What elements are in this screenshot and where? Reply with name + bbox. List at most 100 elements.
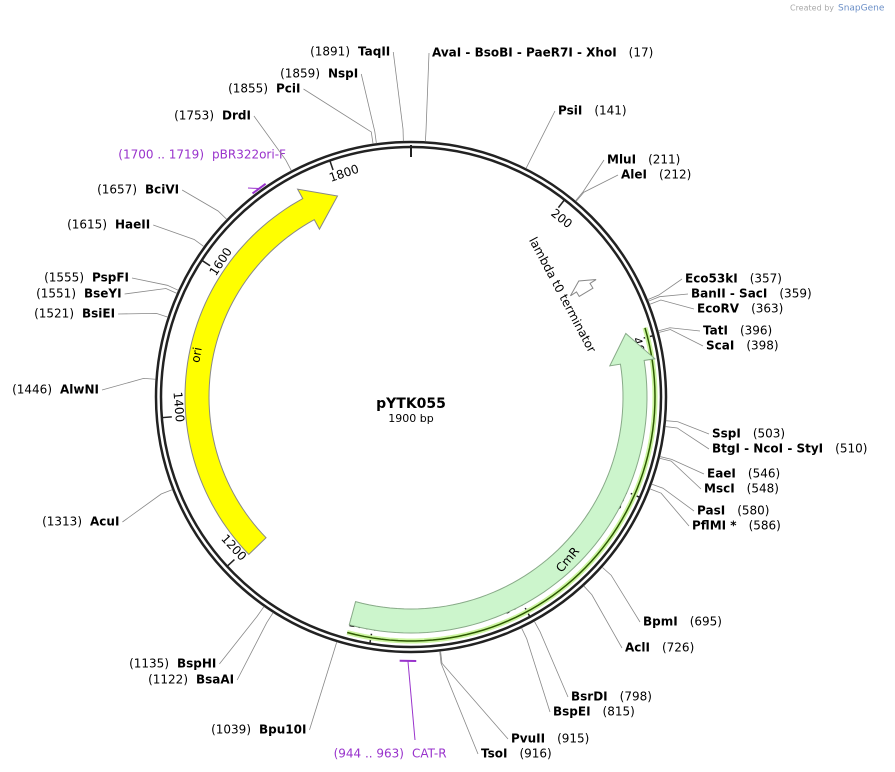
site-name: SspI	[712, 427, 741, 441]
site-name: MscI	[704, 482, 735, 496]
terminator-arrow	[569, 279, 597, 298]
site-name: BsrDI	[571, 690, 608, 704]
site-name: BtgI - NcoI - StyI	[712, 442, 823, 456]
ruler-tick	[227, 558, 235, 567]
site-lead	[651, 483, 695, 512]
site-position: (503)	[753, 427, 785, 441]
site-lead	[253, 115, 292, 171]
site-name: PvuII	[511, 732, 545, 746]
site-name: PspFI	[92, 271, 129, 285]
site-position: (1859)	[280, 67, 320, 81]
site-lead	[601, 566, 641, 623]
site-lead	[101, 378, 156, 391]
primer-mark	[251, 183, 267, 195]
site-name: AlwNI	[60, 383, 99, 397]
site-position: (212)	[659, 168, 691, 182]
site-position: (1446)	[12, 383, 52, 397]
site-name: BspHI	[177, 657, 216, 671]
site-lead	[122, 489, 173, 523]
created-by: Created by	[790, 4, 834, 13]
site-lead	[659, 457, 702, 490]
site-position: (1551)	[36, 287, 76, 301]
site-lead	[131, 277, 179, 291]
site-position: (1122)	[148, 673, 188, 687]
site-lead	[181, 189, 227, 220]
site-name: EaeI	[707, 467, 736, 481]
site-lead	[647, 278, 683, 300]
site-lead	[303, 88, 374, 144]
site-name: Eco53kI	[685, 272, 738, 286]
site-lead	[658, 329, 704, 347]
site-name: BseYI	[84, 287, 122, 301]
site-lead	[533, 621, 569, 698]
site-position: (726)	[662, 641, 694, 655]
site-position: (398)	[746, 339, 778, 353]
site-position: (510)	[835, 442, 867, 456]
site-name: HaeII	[115, 218, 150, 232]
site-position: (17)	[629, 46, 654, 60]
site-name: MluI	[607, 153, 636, 167]
site-position: (1855)	[228, 82, 268, 96]
cmr-arrow	[348, 332, 656, 634]
site-lead	[648, 293, 689, 302]
site-lead	[665, 420, 710, 435]
site-position: (357)	[750, 272, 782, 286]
site-position: (586)	[749, 519, 781, 533]
site-name: NspI	[328, 67, 358, 81]
site-position: (695)	[690, 615, 722, 629]
snapgene-brand: SnapGene	[838, 4, 885, 14]
site-position: (548)	[747, 482, 779, 496]
site-position: (798)	[620, 690, 652, 704]
site-name: TsoI	[481, 747, 507, 761]
site-name: AclI	[625, 641, 650, 655]
site-name: PflMI *	[692, 519, 737, 533]
site-name: Bpu10I	[259, 723, 306, 737]
primer-range: (1700 .. 1719)	[118, 148, 204, 162]
site-lead	[649, 488, 690, 527]
site-name: BsiEI	[82, 307, 115, 321]
site-lead	[665, 426, 710, 450]
site-position: (396)	[740, 324, 772, 338]
site-position: (1135)	[129, 657, 169, 671]
site-name: AcuI	[90, 515, 119, 529]
ori-arrow	[184, 188, 339, 556]
site-name: PciI	[276, 82, 301, 96]
site-lead	[659, 456, 705, 475]
cmr-line	[347, 327, 656, 642]
primer-name: CAT-R	[412, 747, 447, 761]
site-position: (211)	[648, 153, 680, 167]
site-lead	[124, 288, 178, 295]
site-name: EcoRV	[697, 302, 740, 316]
site-position: (546)	[748, 467, 780, 481]
site-name: TatI	[703, 324, 728, 338]
site-position: (363)	[751, 302, 783, 316]
site-position: (815)	[603, 705, 635, 719]
primer-lead	[247, 187, 260, 190]
site-position: (1891)	[310, 45, 350, 59]
site-lead	[521, 627, 551, 713]
site-position: (1753)	[174, 109, 214, 123]
ruler-label: 1400	[170, 391, 186, 423]
site-position: (141)	[594, 104, 626, 118]
site-position: (915)	[557, 732, 589, 746]
site-lead	[440, 651, 509, 740]
plasmid-size: 1900 bp	[388, 412, 433, 425]
site-lead	[392, 51, 404, 142]
primer-range: (944 .. 963)	[334, 747, 404, 761]
ruler-tick	[202, 260, 211, 267]
site-name: AleI	[621, 168, 647, 182]
site-name: PasI	[697, 504, 725, 518]
site-name: BsaAI	[196, 673, 234, 687]
site-position: (359)	[779, 287, 811, 301]
site-position: (580)	[737, 504, 769, 518]
site-name: ScaI	[706, 339, 734, 353]
site-name: TaqII	[358, 45, 390, 59]
primer-name: pBR322ori-F	[212, 148, 286, 162]
site-lead	[658, 327, 701, 332]
site-position: (1521)	[34, 307, 74, 321]
site-lead	[236, 612, 274, 681]
site-name: PsiI	[558, 104, 582, 118]
backbone-outer	[154, 140, 668, 654]
ruler-tick	[329, 161, 334, 171]
